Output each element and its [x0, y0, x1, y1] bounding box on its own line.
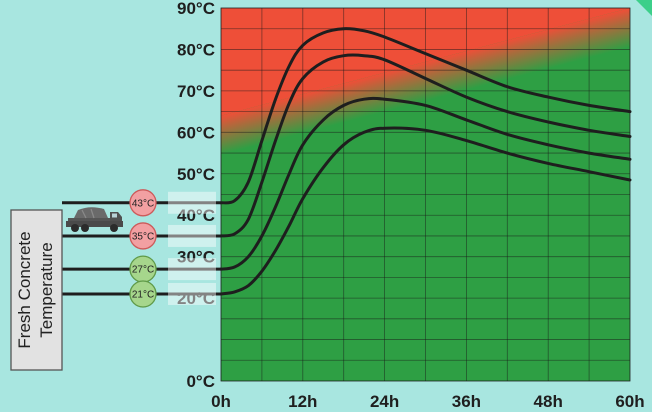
y-tick-label: 50°C: [177, 165, 215, 184]
start-temperature-badge: 35°C: [129, 222, 157, 250]
x-tick-label: 0h: [211, 392, 231, 411]
start-temperature-badge: 43°C: [129, 189, 157, 217]
start-temperature-highlight: [168, 282, 216, 305]
y-tick-label: 60°C: [177, 123, 215, 142]
start-temperature-badge: 27°C: [129, 255, 157, 283]
x-axis: 0h 12h 24h 36h 48h 60h: [211, 392, 645, 411]
x-tick-label: 36h: [452, 392, 481, 411]
x-tick-label: 12h: [288, 392, 317, 411]
y-tick-label: 30°C: [177, 248, 215, 267]
badge-circle: [129, 280, 157, 308]
temperature-curve: [219, 27, 632, 205]
badge-label: 43°C: [132, 198, 154, 209]
y-tick-label: 70°C: [177, 82, 215, 101]
start-temperature-badges: 43°C 35°C 27°C 21°C: [129, 189, 157, 308]
corner-accent: [636, 0, 652, 16]
y-tick-label: 0°C: [186, 372, 215, 391]
side-label-line1: Fresh Concrete: [15, 231, 34, 348]
badge-circle: [129, 222, 157, 250]
start-temperature-highlight: [168, 191, 216, 214]
start-temperature-highlight: [168, 224, 216, 247]
side-label-line2: Temperature: [37, 242, 56, 337]
y-tick-label: 90°C: [177, 0, 215, 18]
x-tick-label: 60h: [615, 392, 644, 411]
badge-label: 21°C: [132, 289, 154, 300]
badge-label: 27°C: [132, 265, 154, 276]
temperature-curve: [219, 53, 632, 238]
concrete-mixer-truck-icon: [66, 207, 123, 232]
temperature-curve: [219, 126, 632, 296]
x-tick-label: 24h: [370, 392, 399, 411]
x-tick-label: 48h: [534, 392, 563, 411]
side-label-box: Fresh Concrete Temperature: [10, 209, 63, 371]
y-tick-label: 40°C: [177, 206, 215, 225]
temperature-curve: [219, 96, 632, 271]
plot-border: [220, 7, 631, 382]
y-tick-label: 80°C: [177, 40, 215, 59]
badge-circle: [129, 189, 157, 217]
plot-area: [219, 7, 632, 382]
start-temperature-badge: 21°C: [129, 280, 157, 308]
y-axis: 0°C20°C30°C40°C50°C60°C70°C80°C90°C: [177, 0, 215, 391]
start-temperature-highlight: [168, 258, 216, 281]
temperature-curves: [219, 27, 632, 296]
badge-label: 35°C: [132, 231, 154, 242]
